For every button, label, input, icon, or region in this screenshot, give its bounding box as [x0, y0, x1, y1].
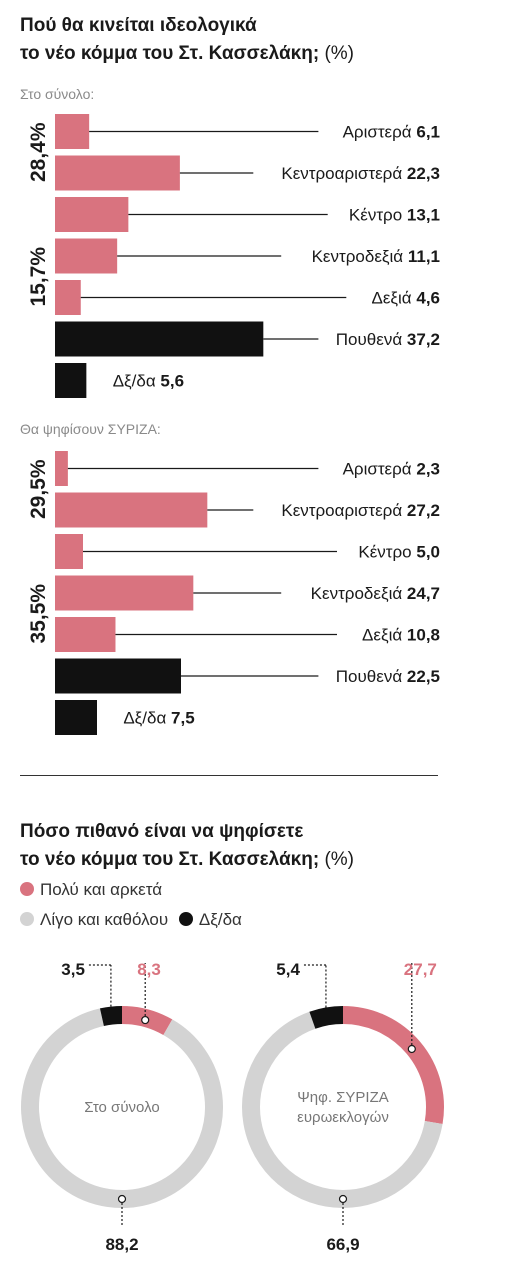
bar-value-0-5: 37,2: [407, 330, 440, 349]
bar-0-4: [55, 280, 81, 315]
callout-dot-pink-1: [407, 1044, 416, 1054]
legend-row-2: Λίγο και καθόλου Δξ/δα: [20, 910, 242, 930]
bar-label-1-3: Κεντροδεξιά 24,7: [311, 584, 440, 603]
title2-line-1: Πόσο πιθανό είναι να ψηφίσετε: [20, 821, 304, 842]
bar-value-1-5: 22,5: [407, 667, 440, 686]
legend-label-pink: Πολύ και αρκετά: [40, 880, 163, 899]
callout-value-black-1: 5,4: [276, 960, 300, 979]
callout-value-grey-1: 66,9: [326, 1235, 359, 1254]
legend-swatch-grey: [20, 912, 34, 926]
bar-category-0-0: Αριστερά: [343, 123, 417, 142]
bar-value-1-4: 10,8: [407, 626, 440, 645]
subhead-total: Στο σύνολο:: [20, 86, 95, 102]
section-divider: [20, 775, 438, 776]
bar-value-1-0: 2,3: [416, 460, 440, 479]
donut-center-label-1-1: ευρωεκλογών: [297, 1109, 389, 1126]
chart-title-likelihood: Πόσο πιθανό είναι να ψηφίσετε το νέο κόμ…: [20, 818, 354, 874]
title-line-2: το νέο κόμμα του Στ. Κασσελάκη;: [20, 43, 320, 64]
bar-0-5: [55, 321, 264, 357]
chart-title-ideology: Πού θα κινείται ιδεολογικά το νέο κόμμα …: [20, 12, 354, 68]
subhead-syriza: Θα ψηφίσουν ΣΥΡΙΖΑ:: [20, 421, 161, 437]
slice-grey-0: [21, 1008, 223, 1208]
bar-value-0-1: 22,3: [407, 164, 440, 183]
bar-1-6: [55, 700, 97, 735]
bar-1-2: [55, 534, 83, 569]
title2-line-2: το νέο κόμμα του Στ. Κασσελάκη;: [20, 849, 320, 870]
bar-category-1-6: Δξ/δα: [123, 709, 171, 728]
bar-category-0-4: Δεξιά: [371, 289, 416, 308]
bar-label-0-5: Πουθενά 37,2: [336, 330, 440, 349]
bar-label-1-4: Δεξιά 10,8: [362, 626, 440, 645]
legend-row-1: Πολύ και αρκετά: [20, 880, 162, 900]
bar-label-1-0: Αριστερά 2,3: [343, 460, 440, 479]
bar-category-1-5: Πουθενά: [336, 667, 407, 686]
group-total-1-1: 35,5%: [27, 584, 50, 644]
title-unit: (%): [324, 43, 355, 64]
legend-swatch-black: [178, 912, 193, 926]
bar-category-0-6: Δξ/δα: [113, 372, 161, 391]
legend-label-grey: Λίγο και καθόλου: [40, 910, 169, 929]
bar-category-1-1: Κεντροαριστερά: [281, 501, 407, 520]
bar-category-1-4: Δεξιά: [362, 626, 407, 645]
bar-label-1-5: Πουθενά 22,5: [336, 667, 440, 686]
bar-category-1-3: Κεντροδεξιά: [311, 584, 407, 603]
bar-label-0-3: Κεντροδεξιά 11,1: [312, 247, 440, 266]
group-total-0-1: 15,7%: [27, 247, 50, 307]
callout-value-pink-0: 8,3: [137, 960, 161, 979]
bar-label-0-4: Δεξιά 4,6: [371, 289, 440, 308]
bar-value-0-6: 5,6: [160, 372, 184, 391]
callout-value-grey-0: 88,2: [105, 1235, 138, 1254]
bar-0-0: [55, 114, 90, 149]
bar-1-1: [55, 492, 208, 528]
bar-category-0-3: Κεντροδεξιά: [312, 247, 408, 266]
slice-grey-1: [242, 1011, 443, 1208]
bar-1-3: [55, 575, 194, 611]
donut-center-label-1-0: Ψηφ. ΣΥΡΙΖΑ: [297, 1089, 389, 1106]
bar-category-0-2: Κέντρο: [349, 206, 407, 225]
bar-category-1-2: Κέντρο: [358, 543, 416, 562]
callout-dot-pink-0: [141, 1015, 150, 1025]
title-line-1: Πού θα κινείται ιδεολογικά: [20, 15, 257, 36]
bar-label-0-6: Δξ/δα 5,6: [113, 372, 184, 391]
slice-black-0: [99, 1006, 123, 1027]
bar-value-1-2: 5,0: [416, 543, 440, 562]
bar-1-0: [55, 451, 68, 486]
callout-dot-grey-0: [117, 1194, 127, 1204]
bar-value-0-4: 4,6: [416, 289, 440, 308]
bar-label-0-1: Κεντροαριστερά 22,3: [281, 164, 440, 183]
bar-value-0-2: 13,1: [407, 206, 440, 225]
bar-0-3: [55, 238, 118, 274]
bar-value-1-3: 24,7: [407, 584, 440, 603]
bar-label-0-0: Αριστερά 6,1: [343, 123, 440, 142]
bar-0-2: [55, 197, 129, 232]
legend-swatch-pink: [20, 882, 34, 896]
bar-label-1-2: Κέντρο 5,0: [358, 543, 440, 562]
bar-1-4: [55, 617, 116, 652]
group-total-1-0: 29,5%: [27, 459, 50, 519]
bar-category-1-0: Αριστερά: [343, 460, 417, 479]
bar-category-0-5: Πουθενά: [336, 330, 407, 349]
bar-label-1-6: Δξ/δα 7,5: [123, 709, 194, 728]
bar-label-0-2: Κέντρο 13,1: [349, 206, 440, 225]
callout-value-pink-1: 27,7: [404, 960, 437, 979]
group-total-0-0: 28,4%: [27, 122, 50, 182]
slice-black-1: [309, 1006, 344, 1029]
title2-unit: (%): [324, 849, 355, 870]
slice-pink-1: [342, 1006, 444, 1125]
legend-label-black: Δξ/δα: [198, 910, 242, 929]
bar-0-6: [55, 363, 87, 398]
bar-label-1-1: Κεντροαριστερά 27,2: [281, 501, 440, 520]
bar-value-1-1: 27,2: [407, 501, 440, 520]
bar-1-5: [55, 658, 181, 694]
callout-value-black-0: 3,5: [61, 960, 85, 979]
bar-value-0-3: 11,1: [408, 247, 440, 266]
bar-value-1-6: 7,5: [171, 709, 195, 728]
callout-dot-grey-1: [338, 1194, 348, 1204]
bar-category-0-1: Κεντροαριστερά: [281, 164, 407, 183]
donut-center-label-0-0: Στο σύνολο: [84, 1099, 159, 1116]
bar-0-1: [55, 155, 180, 191]
bar-value-0-0: 6,1: [416, 123, 440, 142]
